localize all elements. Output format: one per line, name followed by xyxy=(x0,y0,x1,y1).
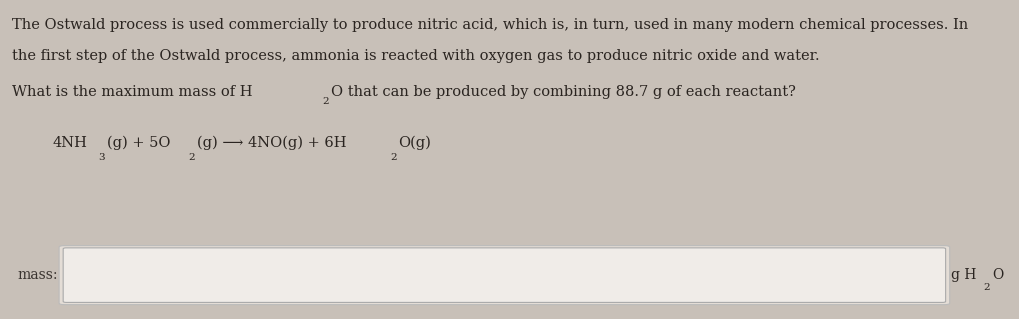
FancyBboxPatch shape xyxy=(59,246,950,305)
Text: 2: 2 xyxy=(983,283,990,293)
Text: The Ostwald process is used commercially to produce nitric acid, which is, in tu: The Ostwald process is used commercially… xyxy=(12,18,968,32)
Text: 2: 2 xyxy=(390,153,396,162)
Text: g H: g H xyxy=(951,268,976,282)
Text: 3: 3 xyxy=(98,153,105,162)
Text: What is the maximum mass of H: What is the maximum mass of H xyxy=(12,85,253,99)
FancyBboxPatch shape xyxy=(63,248,946,302)
Text: O(g): O(g) xyxy=(398,136,431,150)
Text: 2: 2 xyxy=(189,153,195,162)
Text: mass:: mass: xyxy=(17,268,58,282)
Text: (g) ⟶ 4NO(g) + 6H: (g) ⟶ 4NO(g) + 6H xyxy=(197,136,346,150)
Text: O that can be produced by combining 88.7 g of each reactant?: O that can be produced by combining 88.7… xyxy=(331,85,796,99)
Text: 4NH: 4NH xyxy=(53,136,88,150)
Text: 2: 2 xyxy=(323,97,329,106)
Text: the first step of the Ostwald process, ammonia is reacted with oxygen gas to pro: the first step of the Ostwald process, a… xyxy=(12,49,820,63)
Text: O: O xyxy=(993,268,1004,282)
Text: (g) + 5O: (g) + 5O xyxy=(107,136,170,150)
